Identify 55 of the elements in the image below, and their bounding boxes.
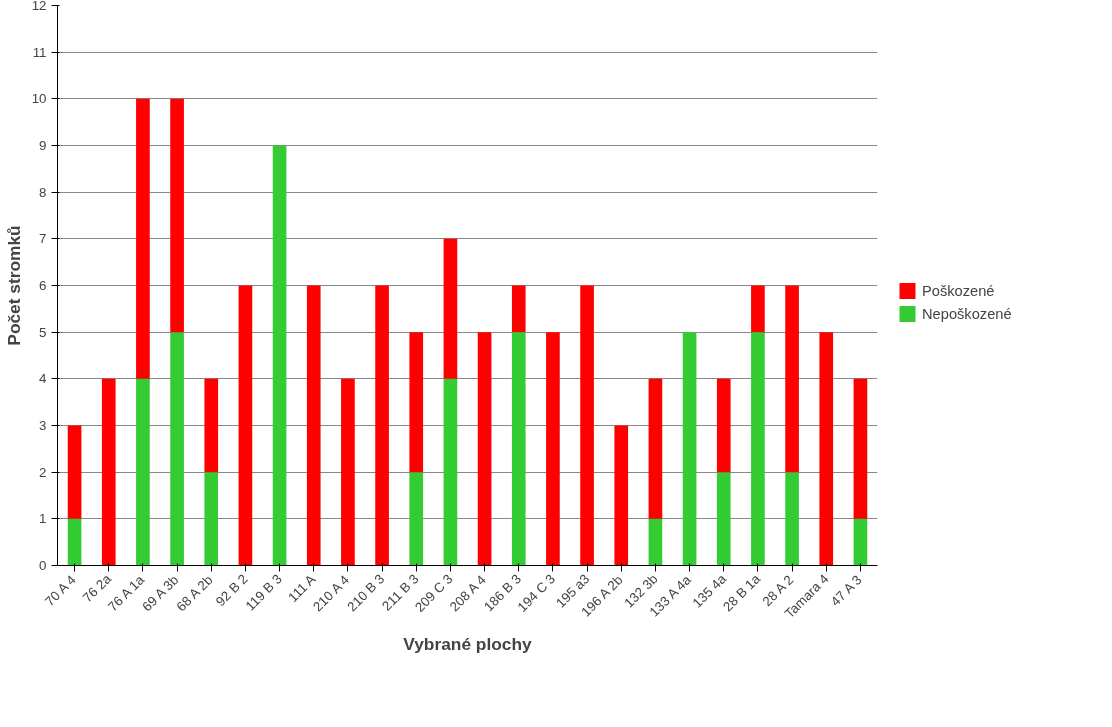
legend-label: Poškozené bbox=[922, 282, 995, 298]
bar bbox=[170, 98, 184, 333]
y-axis-title: Počet stromků bbox=[3, 225, 24, 346]
bar bbox=[751, 332, 765, 566]
bar bbox=[409, 472, 424, 566]
y-tick-label: 4 bbox=[39, 371, 48, 387]
bar bbox=[546, 332, 560, 566]
bar bbox=[443, 238, 458, 379]
bar bbox=[853, 378, 868, 519]
bar bbox=[682, 332, 697, 566]
bar bbox=[67, 425, 82, 519]
bar bbox=[648, 378, 663, 519]
bar bbox=[170, 332, 184, 566]
y-tick-label: 0 bbox=[39, 558, 47, 573]
bar bbox=[341, 378, 355, 566]
bar bbox=[67, 518, 82, 566]
y-tick-label: 8 bbox=[39, 184, 47, 200]
bar bbox=[819, 332, 834, 566]
bar bbox=[477, 332, 492, 566]
x-tick-label: 70 A 4 bbox=[42, 571, 80, 610]
y-tick-label: 2 bbox=[39, 464, 47, 480]
bar bbox=[751, 285, 765, 333]
bar bbox=[716, 472, 731, 566]
bar bbox=[375, 285, 389, 566]
bar bbox=[785, 285, 799, 473]
bar bbox=[853, 518, 868, 566]
bar bbox=[204, 378, 219, 473]
y-tick-label: 11 bbox=[32, 44, 47, 60]
y-tick-label: 6 bbox=[39, 278, 47, 293]
y-tick-label: 9 bbox=[39, 138, 47, 153]
bar bbox=[785, 472, 799, 566]
y-tick-label: 10 bbox=[31, 91, 47, 107]
bar bbox=[716, 378, 731, 473]
bar bbox=[101, 378, 116, 566]
bar bbox=[238, 285, 253, 566]
bar bbox=[511, 332, 526, 566]
bar bbox=[443, 378, 458, 566]
x-tick-label: 47 A 3 bbox=[827, 572, 865, 610]
y-tick-label: 1 bbox=[39, 511, 47, 527]
y-tick-label: 7 bbox=[39, 231, 47, 247]
bar bbox=[136, 98, 150, 379]
bar bbox=[204, 472, 219, 566]
y-tick-label: 5 bbox=[39, 324, 47, 340]
y-tick-label: 3 bbox=[39, 418, 47, 433]
bar bbox=[409, 332, 424, 473]
bar bbox=[614, 425, 629, 566]
bar bbox=[511, 285, 526, 333]
bar bbox=[136, 378, 150, 566]
legend-label: Nepoškozené bbox=[922, 305, 1012, 321]
bar bbox=[648, 518, 663, 566]
bar bbox=[580, 285, 594, 566]
bar bbox=[306, 285, 321, 566]
bar bbox=[272, 145, 287, 566]
x-axis-title: Vybrané plochy bbox=[403, 634, 533, 655]
y-tick-label: 12 bbox=[31, 0, 47, 13]
